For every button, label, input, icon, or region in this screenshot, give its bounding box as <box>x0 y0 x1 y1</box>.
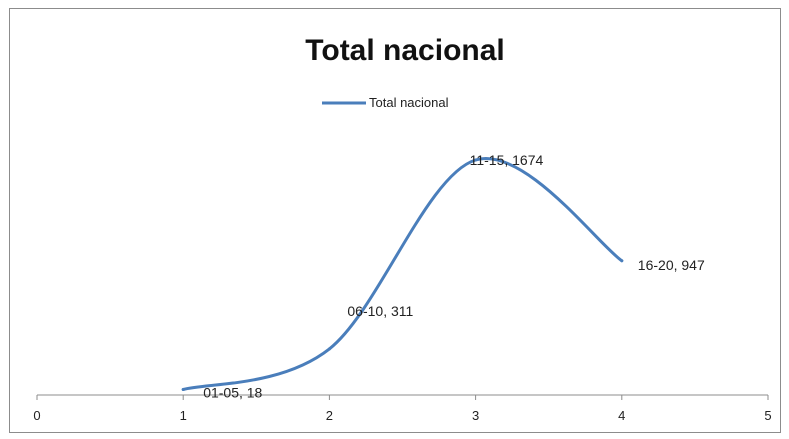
legend: Total nacional <box>322 95 449 110</box>
chart-title: Total nacional <box>305 34 504 67</box>
x-tick-label-4: 4 <box>618 408 625 423</box>
legend-label: Total nacional <box>369 95 449 110</box>
data-label-2: 06-10, 311 <box>347 303 413 319</box>
data-point-4 <box>620 259 624 263</box>
data-labels: 01-05, 18 06-10, 311 11-15, 1674 16-20, 947 <box>203 152 705 401</box>
data-label-3: 11-15, 1674 <box>470 152 544 168</box>
data-point-2 <box>327 347 331 351</box>
x-tick-label-0: 0 <box>33 408 40 423</box>
data-point-1 <box>181 388 185 392</box>
chart-frame <box>9 8 781 433</box>
series-total-nacional <box>181 157 624 392</box>
data-label-1: 01-05, 18 <box>203 385 262 401</box>
data-point-3 <box>474 158 478 162</box>
data-label-4: 16-20, 947 <box>638 257 705 273</box>
x-axis-ticks: 0 1 2 3 4 5 <box>33 395 772 423</box>
x-tick-label-5: 5 <box>764 408 771 423</box>
x-tick-label-2: 2 <box>326 408 333 423</box>
x-tick-label-1: 1 <box>180 408 187 423</box>
x-tick-label-3: 3 <box>472 408 479 423</box>
series-line-total-nacional <box>181 157 624 392</box>
